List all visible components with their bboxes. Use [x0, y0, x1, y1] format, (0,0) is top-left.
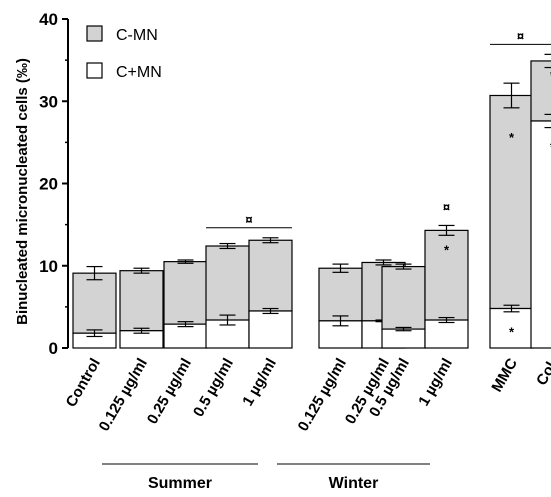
significance-symbol: ¤: [517, 28, 524, 43]
legend: C-MN C+MN: [86, 25, 162, 81]
category-label: 0.5 µg/ml: [190, 356, 237, 420]
bar-group: [205, 242, 250, 349]
bar-c-plus-mn: [489, 307, 534, 349]
y-tick-label: 30: [39, 92, 58, 111]
y-axis-title: Binucleated micronucleated cells (‰): [14, 58, 31, 325]
bar-group: [318, 263, 363, 349]
bar-group: [530, 53, 551, 349]
bar-group: [489, 82, 534, 349]
y-tick-label: 10: [39, 257, 58, 276]
bar-group: [163, 259, 208, 349]
bar-group: [248, 237, 293, 349]
bar-c-plus-mn: [381, 328, 426, 349]
bar-group: [424, 224, 469, 349]
significance-symbol: ¤: [443, 199, 450, 214]
bar-c-minus-mn: [72, 272, 117, 334]
y-tick-label: 40: [39, 10, 58, 29]
bar-c-minus-mn: [424, 229, 469, 321]
legend-swatch: [86, 62, 103, 79]
y-tick-label: 20: [39, 175, 58, 194]
category-label: 0.125 µg/ml: [295, 356, 350, 435]
legend-label: C-MN: [116, 27, 158, 44]
category-label: 1 µg/ml: [239, 356, 280, 410]
group-labels: Summer Winter: [102, 463, 430, 492]
legend-swatch: [86, 25, 103, 42]
legend-item: C+MN: [86, 62, 162, 81]
significance-asterisk: *: [509, 324, 515, 339]
bar-c-minus-mn: [381, 265, 426, 330]
significance-asterisk: *: [550, 68, 551, 83]
category-label: Control: [63, 356, 104, 411]
bar-c-minus-mn: [530, 60, 551, 122]
bar-c-minus-mn: [119, 270, 164, 332]
bar-c-minus-mn: [205, 245, 250, 321]
significance-asterisk: *: [444, 243, 450, 258]
significance-symbol: ¤: [245, 212, 252, 227]
category-label: MMC: [488, 355, 521, 395]
bar-group: [72, 265, 117, 349]
bar-c-minus-mn: [163, 261, 208, 325]
bar-group: [381, 263, 426, 349]
bar-c-plus-mn: [163, 323, 208, 349]
annotations: * * * * * ¤ ¤ ¤: [206, 28, 551, 339]
bar-c-plus-mn: [248, 310, 293, 349]
category-label: 1 µg/ml: [415, 356, 456, 410]
significance-asterisk: *: [509, 130, 515, 145]
bar-group: [119, 267, 164, 349]
category-label: 0.125 µg/ml: [96, 356, 151, 435]
bar-c-plus-mn: [424, 319, 469, 349]
significance-asterisk: *: [550, 140, 551, 155]
group-label: Winter: [329, 475, 379, 492]
bar-c-minus-mn: [489, 94, 534, 310]
y-tick-label: 0: [49, 339, 58, 358]
category-label: 0.25 µg/ml: [144, 356, 195, 428]
legend-label: C+MN: [116, 64, 162, 81]
group-label: Summer: [148, 475, 212, 492]
category-label: Col.: [533, 356, 551, 389]
bar-c-minus-mn: [318, 267, 363, 322]
bar-c-plus-mn: [530, 120, 551, 349]
bar-c-minus-mn: [248, 239, 293, 312]
legend-item: C-MN: [86, 25, 158, 44]
axes: 0 10 20 30 40 Binucleated micronucleated cell…: [14, 10, 69, 358]
